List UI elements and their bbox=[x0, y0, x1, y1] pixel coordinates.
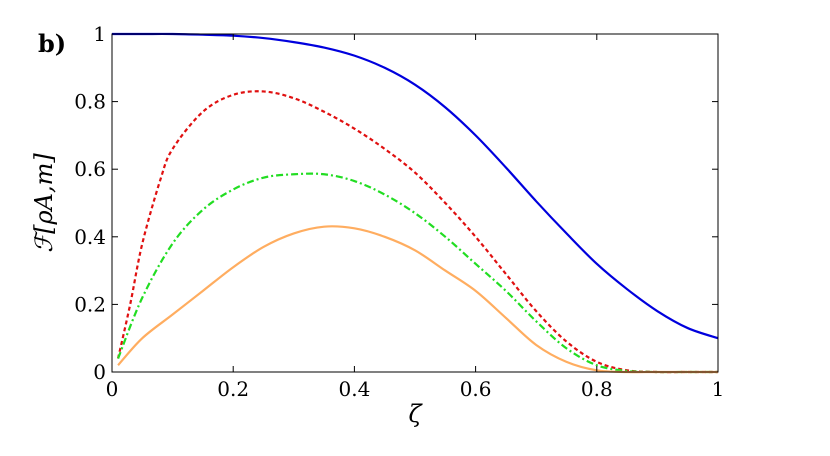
x-tick-label: 0.2 bbox=[217, 377, 249, 401]
series-line-3 bbox=[117, 172, 718, 374]
plot-frame bbox=[111, 33, 719, 373]
series-line-1 bbox=[112, 32, 719, 340]
y-axis-label: ℱ[ρA,m] bbox=[30, 153, 58, 253]
panel-label: b) bbox=[38, 29, 66, 58]
x-tick-label: 1 bbox=[712, 377, 725, 401]
y-tick-label: 0.8 bbox=[74, 90, 106, 114]
x-tick-label: 0.4 bbox=[338, 377, 370, 401]
x-tick-label: 0.6 bbox=[460, 377, 492, 401]
y-tick-label: 0.2 bbox=[74, 292, 106, 316]
x-axis-label: ζ bbox=[408, 400, 423, 428]
x-tick-label: 0 bbox=[106, 377, 119, 401]
y-tick-label: 0.4 bbox=[74, 225, 106, 249]
y-tick-label: 0 bbox=[93, 360, 106, 384]
y-tick-label: 0.6 bbox=[74, 157, 106, 181]
y-tick-label: 1 bbox=[93, 22, 106, 46]
y-axis-label-text: ℱ[ρA,m] bbox=[30, 153, 58, 253]
x-tick-label: 0.8 bbox=[581, 377, 613, 401]
svg-text:ℱ[ρA,m]: ℱ[ρA,m] bbox=[30, 153, 58, 253]
series-line-2 bbox=[116, 90, 718, 374]
tick-layer: 0 0.2 0.4 0.6 0.8 1 0 0.2 0.4 0.6 0.8 1 bbox=[74, 22, 724, 401]
